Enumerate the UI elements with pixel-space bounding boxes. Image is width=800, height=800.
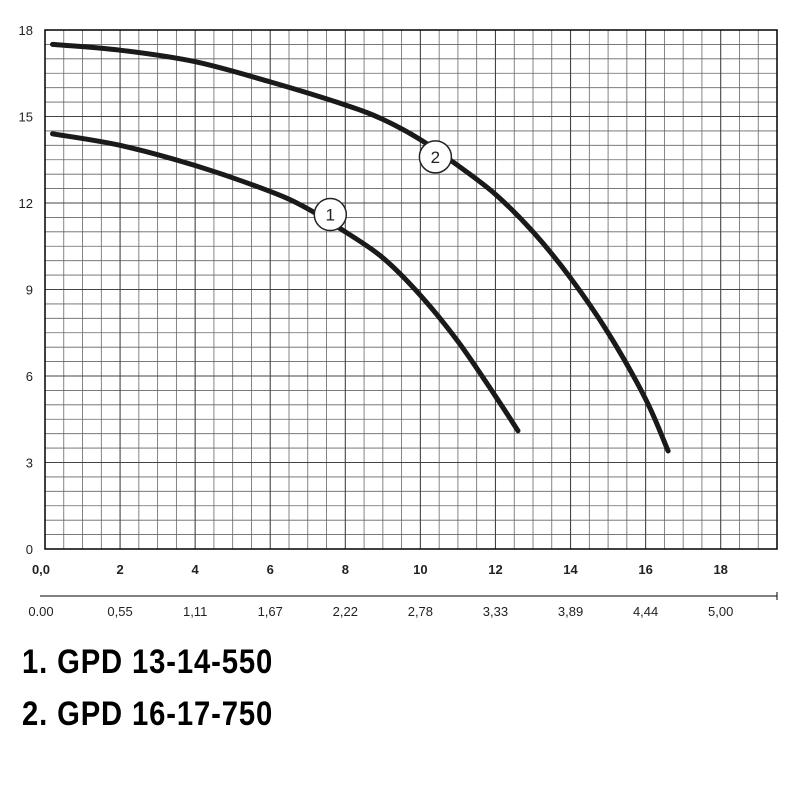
x2-tick-label: 2,78 — [408, 604, 433, 619]
legend-entry-2: 2. GPD 16-17-750 — [22, 695, 274, 733]
curve-label-group: 12 — [313, 140, 453, 232]
curve-label-1: 1 — [326, 206, 335, 225]
y-tick-label: 9 — [26, 283, 33, 298]
x-tick-label: 18 — [713, 562, 727, 577]
x-tick-label: 14 — [563, 562, 578, 577]
y-tick-label: 0 — [26, 542, 33, 557]
y-tick-label: 3 — [26, 456, 33, 471]
x-tick-label: 10 — [413, 562, 427, 577]
curve-label-2: 2 — [431, 148, 440, 167]
x2-tick-label: 3,89 — [558, 604, 583, 619]
x-tick-label: 6 — [267, 562, 274, 577]
curve-2 — [50, 41, 671, 454]
x2-tick-label: 4,44 — [633, 604, 658, 619]
x2-tick-label: 3,33 — [483, 604, 508, 619]
y-tick-label: 15 — [19, 110, 33, 125]
legend-entry-1: 1. GPD 13-14-550 — [22, 643, 274, 681]
x2-tick-label: 2,22 — [333, 604, 358, 619]
curve-label-circle-1 — [313, 197, 348, 232]
grid-major-lines — [45, 30, 777, 549]
secondary-x-axis-ticks: 0.00 0,55 1,11 1,67 2,22 2,78 3,33 3,89 4,44 5,00 — [28, 592, 778, 619]
curve-label-circle-2 — [418, 140, 453, 174]
x-tick-label: 2 — [116, 562, 123, 577]
x2-tick-label: 0,55 — [107, 604, 132, 619]
x2-tick-label: 1,67 — [258, 604, 283, 619]
x-tick-label: 16 — [638, 562, 652, 577]
x-tick-label: 4 — [192, 562, 200, 577]
x2-tick-label: 1,11 — [183, 604, 207, 619]
x-tick-label: 8 — [342, 562, 349, 577]
x-tick-label: 0,0 — [32, 562, 50, 577]
y-tick-label: 18 — [19, 23, 33, 38]
x2-tick-label: 0.00 — [28, 604, 53, 619]
x-tick-label: 12 — [488, 562, 502, 577]
curve-1 — [50, 131, 521, 434]
plot-frame — [44, 29, 778, 550]
y-tick-label: 12 — [19, 196, 33, 211]
y-tick-label: 6 — [26, 369, 33, 384]
x2-tick-label: 5,00 — [708, 604, 733, 619]
y-axis-ticks: 0 3 6 9 12 15 18 — [19, 23, 33, 557]
x-axis-ticks: 0,0 2 4 6 8 10 12 14 16 18 — [32, 562, 728, 577]
curve-group — [50, 41, 671, 454]
